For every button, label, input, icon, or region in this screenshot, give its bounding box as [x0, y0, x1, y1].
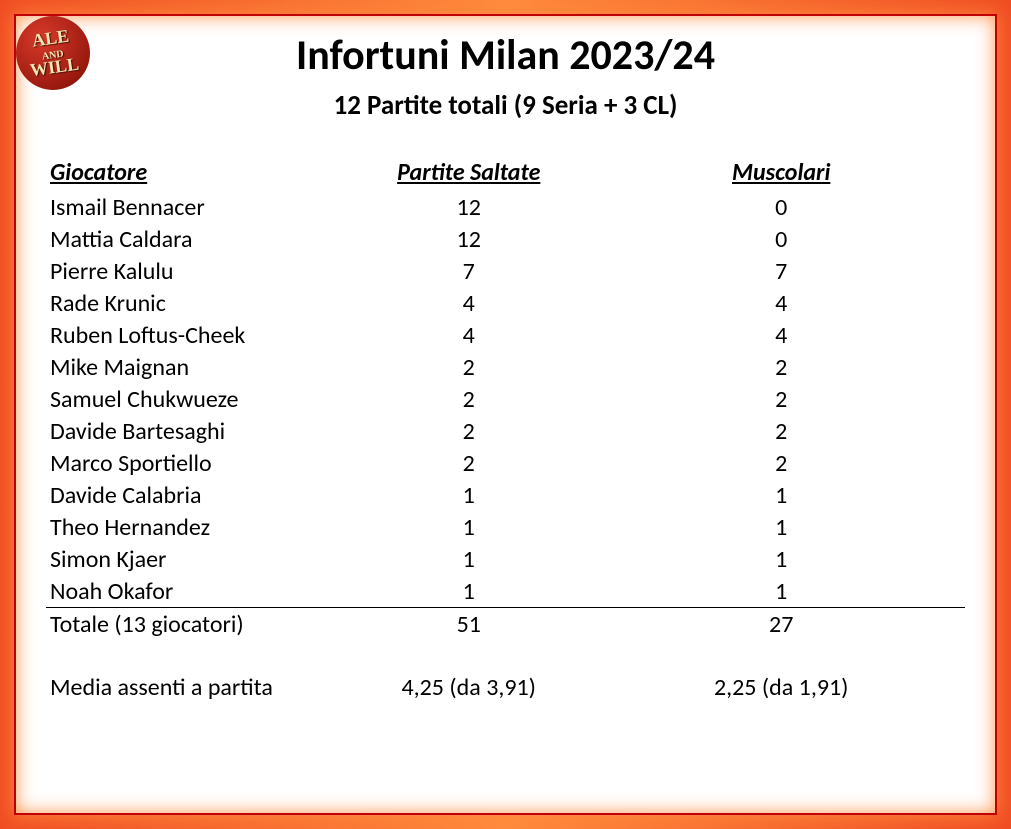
- col-header-muscolari: Muscolari: [597, 156, 965, 191]
- spacer-row: [46, 641, 965, 672]
- player-muscolari: 1: [597, 543, 965, 575]
- player-name: Mike Maignan: [46, 351, 340, 383]
- table-row: Marco Sportiello22: [46, 447, 965, 479]
- table-row: Davide Calabria11: [46, 479, 965, 511]
- player-missed: 2: [340, 351, 597, 383]
- col-header-player: Giocatore: [46, 156, 340, 191]
- player-muscolari: 4: [597, 287, 965, 319]
- average-missed: 4,25 (da 3,91): [340, 672, 597, 704]
- player-name: Pierre Kalulu: [46, 255, 340, 287]
- table-row: Mattia Caldara120: [46, 223, 965, 255]
- player-name: Theo Hernandez: [46, 511, 340, 543]
- injuries-table: Giocatore Partite Saltate Muscolari Isma…: [46, 156, 965, 704]
- table-row: Ismail Bennacer120: [46, 191, 965, 223]
- totals-label: Totale (13 giocatori): [46, 608, 340, 641]
- player-missed: 7: [340, 255, 597, 287]
- logo-line-2: WILL: [29, 54, 80, 81]
- average-label: Media assenti a partita: [46, 672, 340, 704]
- player-missed: 1: [340, 575, 597, 608]
- player-muscolari: 2: [597, 415, 965, 447]
- player-missed: 2: [340, 447, 597, 479]
- totals-row: Totale (13 giocatori) 51 27: [46, 608, 965, 641]
- player-muscolari: 0: [597, 223, 965, 255]
- table-row: Rade Krunic44: [46, 287, 965, 319]
- table-row: Theo Hernandez11: [46, 511, 965, 543]
- player-missed: 2: [340, 383, 597, 415]
- table-header-row: Giocatore Partite Saltate Muscolari: [46, 156, 965, 191]
- average-muscolari: 2,25 (da 1,91): [597, 672, 965, 704]
- player-muscolari: 7: [597, 255, 965, 287]
- table-row: Pierre Kalulu77: [46, 255, 965, 287]
- page-title: Infortuni Milan 2023/24: [46, 30, 965, 81]
- player-name: Marco Sportiello: [46, 447, 340, 479]
- player-muscolari: 1: [597, 575, 965, 608]
- player-missed: 12: [340, 191, 597, 223]
- logo-text: ALE AND WILL: [26, 28, 81, 78]
- table-row: Samuel Chukwueze22: [46, 383, 965, 415]
- player-missed: 1: [340, 543, 597, 575]
- logo-line-1: ALE: [31, 26, 70, 51]
- table-row: Davide Bartesaghi22: [46, 415, 965, 447]
- player-muscolari: 1: [597, 479, 965, 511]
- player-muscolari: 0: [597, 191, 965, 223]
- content-panel: ALE AND WILL Infortuni Milan 2023/24 12 …: [14, 14, 997, 815]
- player-missed: 4: [340, 319, 597, 351]
- player-muscolari: 2: [597, 447, 965, 479]
- outer-frame: ALE AND WILL Infortuni Milan 2023/24 12 …: [0, 0, 1011, 829]
- player-name: Simon Kjaer: [46, 543, 340, 575]
- player-missed: 2: [340, 415, 597, 447]
- col-header-missed: Partite Saltate: [340, 156, 597, 191]
- player-missed: 1: [340, 511, 597, 543]
- player-name: Samuel Chukwueze: [46, 383, 340, 415]
- player-name: Davide Bartesaghi: [46, 415, 340, 447]
- player-name: Rade Krunic: [46, 287, 340, 319]
- player-name: Ismail Bennacer: [46, 191, 340, 223]
- player-muscolari: 4: [597, 319, 965, 351]
- average-row: Media assenti a partita 4,25 (da 3,91) 2…: [46, 672, 965, 704]
- player-missed: 4: [340, 287, 597, 319]
- player-muscolari: 2: [597, 351, 965, 383]
- player-name: Mattia Caldara: [46, 223, 340, 255]
- table-row: Noah Okafor11: [46, 575, 965, 608]
- player-muscolari: 2: [597, 383, 965, 415]
- page-subtitle: 12 Partite totali (9 Seria + 3 CL): [46, 89, 965, 122]
- table-row: Ruben Loftus-Cheek44: [46, 319, 965, 351]
- player-name: Davide Calabria: [46, 479, 340, 511]
- podcast-logo: ALE AND WILL: [16, 16, 90, 90]
- totals-missed: 51: [340, 608, 597, 641]
- table-row: Mike Maignan22: [46, 351, 965, 383]
- player-muscolari: 1: [597, 511, 965, 543]
- player-name: Ruben Loftus-Cheek: [46, 319, 340, 351]
- player-missed: 12: [340, 223, 597, 255]
- table-row: Simon Kjaer11: [46, 543, 965, 575]
- totals-muscolari: 27: [597, 608, 965, 641]
- player-name: Noah Okafor: [46, 575, 340, 608]
- player-missed: 1: [340, 479, 597, 511]
